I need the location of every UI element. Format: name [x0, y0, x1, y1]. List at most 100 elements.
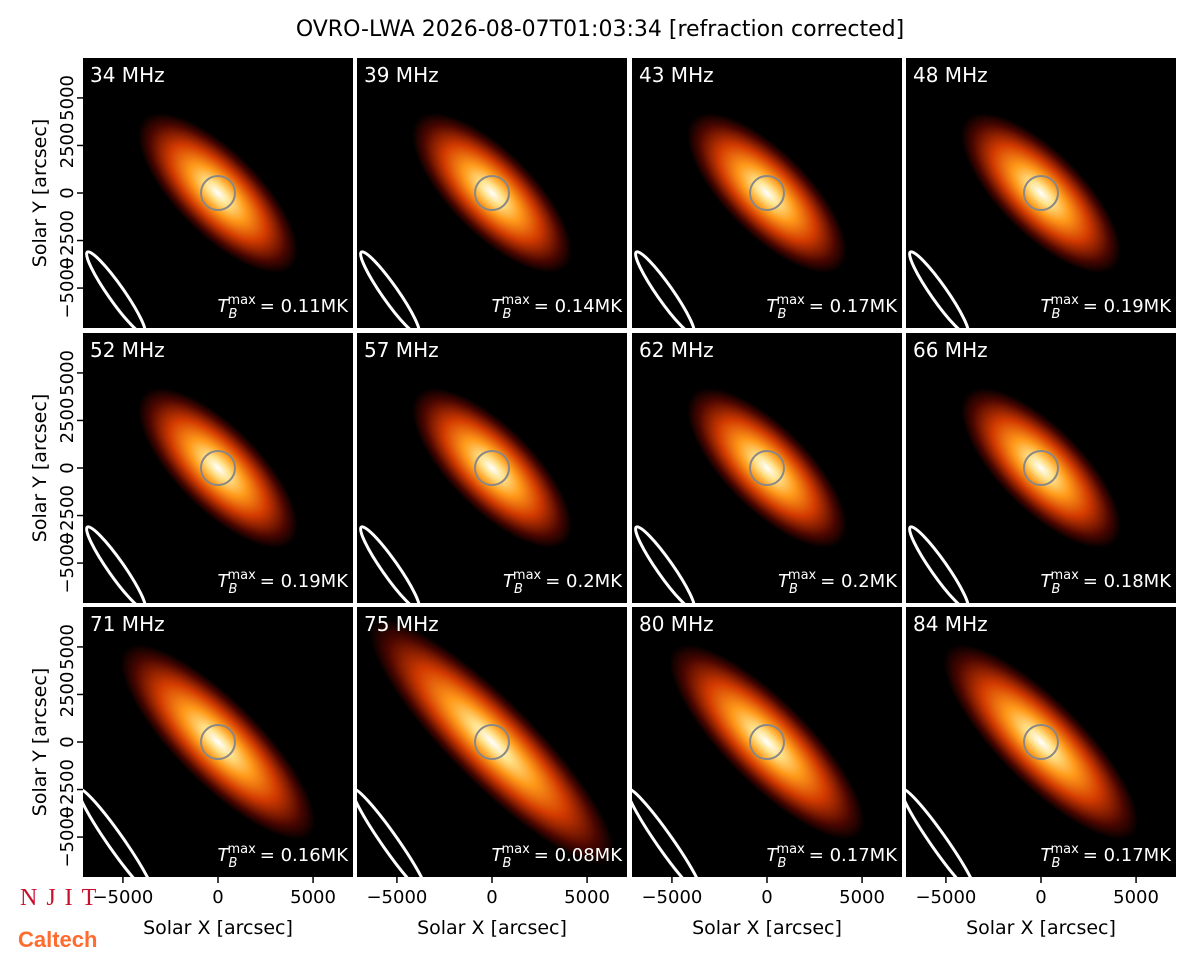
solar-disk: [200, 175, 236, 211]
tb-sup: max: [227, 842, 256, 857]
x-tick-label: 0: [1035, 887, 1046, 908]
panel: 48 MHz TBmax = 0.19MK: [906, 58, 1176, 328]
tb-sub: B: [1052, 856, 1061, 871]
tb-sub: B: [503, 307, 512, 322]
panel-image: [357, 607, 627, 877]
tb-value: = 0.2MK: [820, 571, 898, 592]
frequency-label: 57 MHz: [364, 338, 439, 362]
frequency-label: 62 MHz: [639, 338, 714, 362]
panel-image: [906, 607, 1176, 877]
tb-sub: B: [229, 856, 238, 871]
tb-label: TBmax = 0.11MK: [218, 293, 350, 322]
beam: [634, 250, 696, 328]
frequency-label: 75 MHz: [364, 612, 439, 636]
tb-label: TBmax = 0.17MK: [1041, 842, 1173, 871]
tb-sup: max: [788, 568, 817, 583]
panel: 75 MHz TBmax = 0.08MK −5000 0 5000 Solar X [ar…: [357, 607, 627, 939]
tb-sub: B: [1052, 582, 1061, 597]
panel-image: [632, 607, 902, 877]
y-tick-label: 2500: [57, 123, 78, 169]
tb-label: TBmax = 0.2MK: [778, 568, 898, 597]
x-tick-label: −5000: [641, 887, 702, 908]
x-axis-label: Solar X [arcsec]: [417, 917, 567, 939]
beam: [632, 787, 705, 877]
y-tick-label: −2500: [57, 485, 78, 546]
y-tick-label: −5000: [57, 807, 78, 868]
panel-image: [632, 58, 902, 328]
beam: [83, 787, 156, 877]
panel-image: [83, 333, 353, 603]
tb-value: = 0.18MK: [1083, 571, 1172, 592]
frequency-label: 80 MHz: [639, 612, 714, 636]
solar-disk: [200, 450, 236, 486]
tb-sup: max: [1050, 842, 1079, 857]
tb-symbol: T: [218, 571, 231, 592]
y-tick-label: −5000: [57, 258, 78, 319]
x-tick-label: 5000: [839, 887, 885, 908]
emission: [412, 113, 572, 273]
tb-label: TBmax = 0.19MK: [1041, 293, 1173, 322]
frequency-label: 48 MHz: [913, 63, 988, 87]
tb-symbol: T: [1041, 296, 1054, 317]
tb-sub: B: [503, 856, 512, 871]
solar-disk: [474, 724, 510, 760]
x-tick-label: 5000: [1113, 887, 1159, 908]
tb-symbol: T: [778, 571, 791, 592]
x-tick-label: 0: [761, 887, 772, 908]
tb-label: TBmax = 0.16MK: [218, 842, 350, 871]
solar-disk: [749, 175, 785, 211]
tb-sub: B: [229, 582, 238, 597]
y-tick-label: 2500: [57, 398, 78, 444]
tb-value: = 0.19MK: [260, 571, 349, 592]
emission: [669, 644, 865, 840]
x-tick-label: −5000: [366, 887, 427, 908]
tb-value: = 0.17MK: [809, 296, 898, 317]
solar-disk: [749, 724, 785, 760]
frequency-label: 34 MHz: [90, 63, 165, 87]
x-axis-label: Solar X [arcsec]: [143, 917, 293, 939]
y-tick-label: 5000: [57, 75, 78, 121]
tb-value: = 0.19MK: [1083, 296, 1172, 317]
x-tick-label: 5000: [290, 887, 336, 908]
tb-sub: B: [514, 582, 523, 597]
tb-symbol: T: [767, 845, 780, 866]
tb-sub: B: [778, 856, 787, 871]
frequency-label: 43 MHz: [639, 63, 714, 87]
x-tick-label: −5000: [915, 887, 976, 908]
panel: 62 MHz TBmax = 0.2MK: [632, 333, 902, 603]
tb-label: TBmax = 0.14MK: [492, 293, 624, 322]
emission: [961, 388, 1121, 548]
emission: [687, 113, 847, 273]
tb-sub: B: [229, 307, 238, 322]
y-tick-label: 0: [57, 462, 78, 473]
panel: 66 MHz TBmax = 0.18MK: [906, 333, 1176, 603]
panel-image: [632, 333, 902, 603]
emission: [369, 619, 615, 865]
tb-value: = 0.17MK: [809, 845, 898, 866]
y-tick-label: 0: [57, 736, 78, 747]
panel-image: [906, 333, 1176, 603]
frequency-label: 52 MHz: [90, 338, 165, 362]
beam: [357, 787, 430, 877]
tb-sup: max: [501, 293, 530, 308]
panel: 80 MHz TBmax = 0.17MK −5000 0 5000 Solar X [ar…: [632, 607, 902, 939]
tb-symbol: T: [492, 845, 505, 866]
panel-image: [83, 607, 353, 877]
tb-sup: max: [513, 568, 542, 583]
panel-image: [357, 58, 627, 328]
tb-sup: max: [1050, 293, 1079, 308]
tb-symbol: T: [1041, 571, 1054, 592]
tb-symbol: T: [218, 845, 231, 866]
frequency-label: 66 MHz: [913, 338, 988, 362]
panel: 57 MHz TBmax = 0.2MK: [357, 333, 627, 603]
figure-title: OVRO-LWA 2026-08-07T01:03:34 [refraction…: [296, 17, 904, 42]
tb-sup: max: [776, 842, 805, 857]
tb-symbol: T: [1041, 845, 1054, 866]
emission: [687, 388, 847, 548]
tb-value: = 0.08MK: [534, 845, 623, 866]
x-axis-label: Solar X [arcsec]: [966, 917, 1116, 939]
solar-disk: [1023, 724, 1059, 760]
